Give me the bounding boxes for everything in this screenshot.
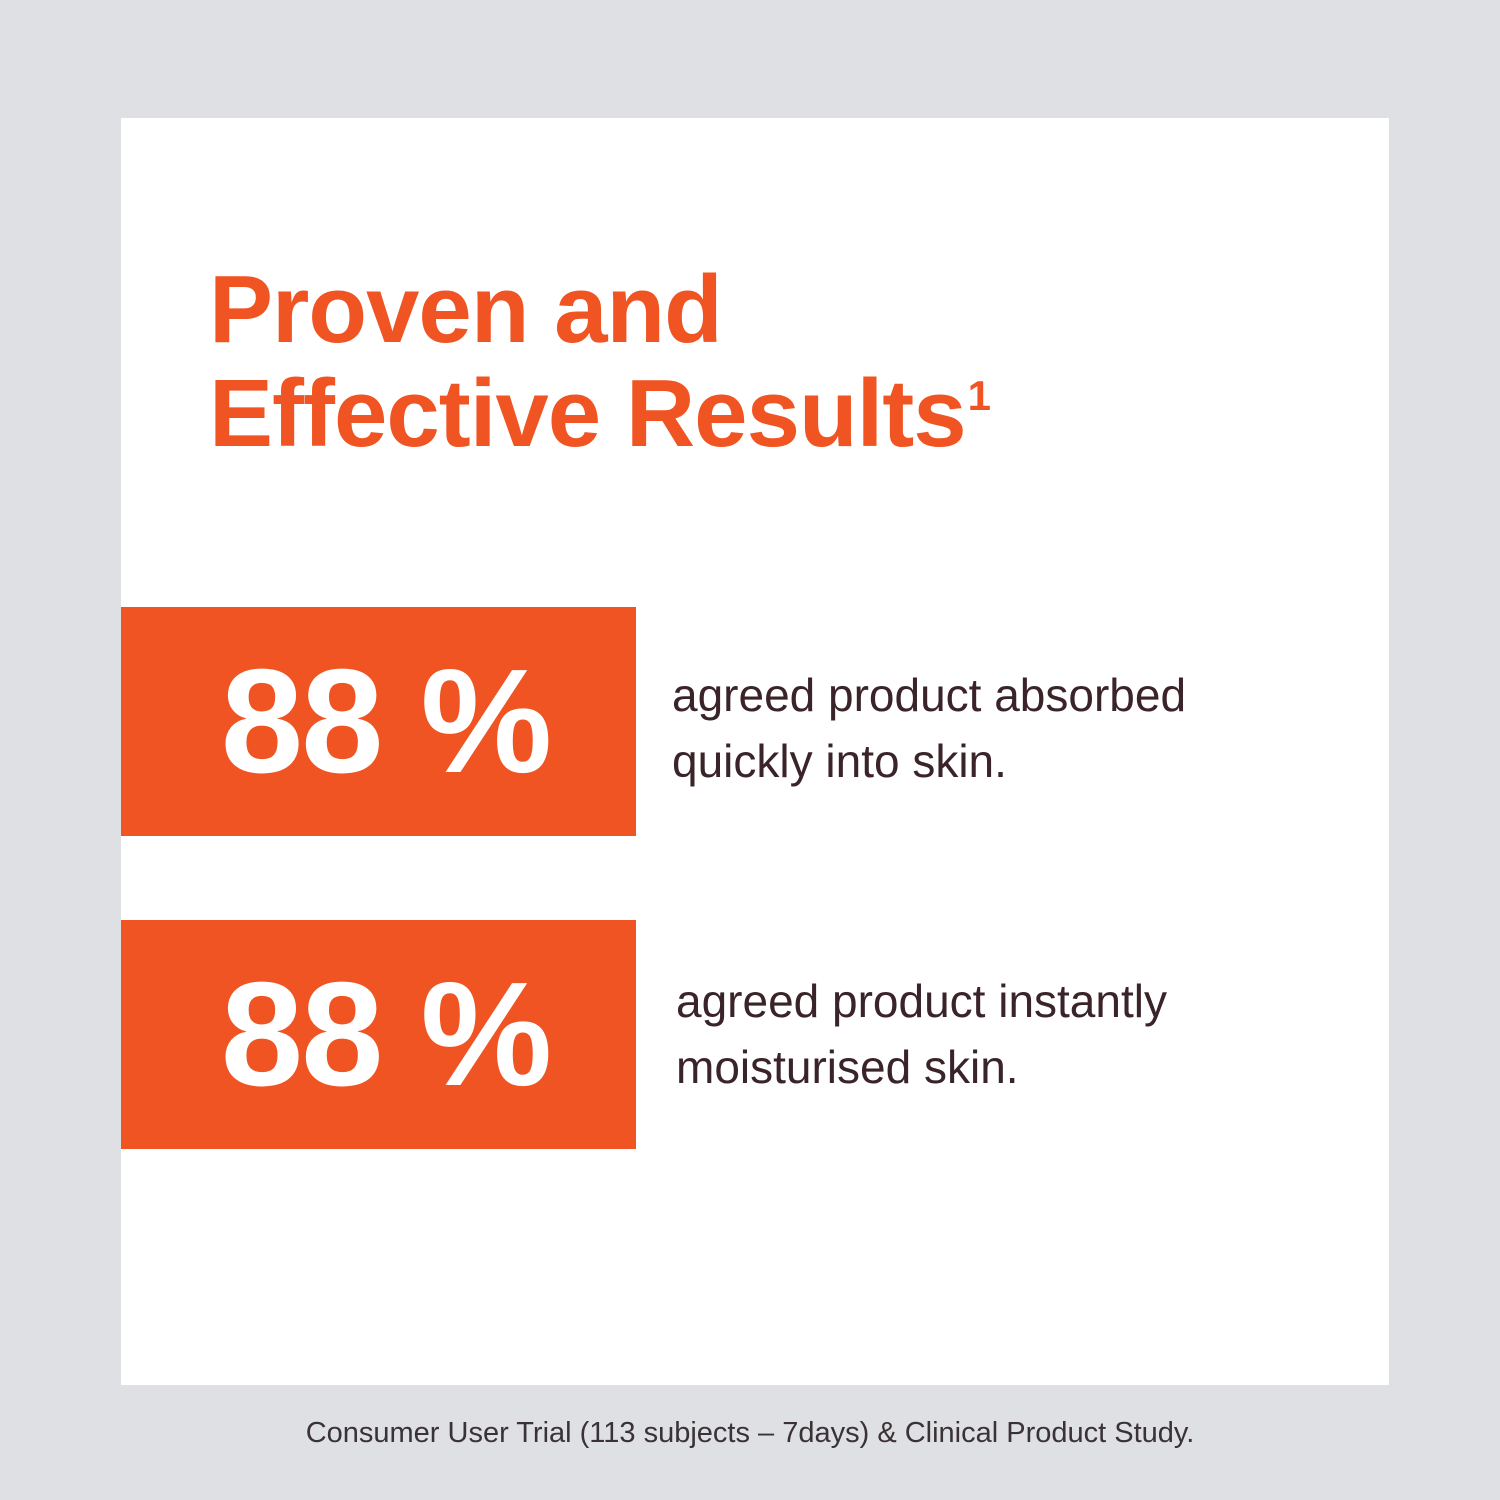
stat-value-moisturised: 88 % <box>220 951 552 1117</box>
headline: Proven and Effective Results1 <box>209 256 991 484</box>
stat-description-absorbed-line-2: quickly into skin. <box>672 735 1007 787</box>
footnote: Consumer User Trial (113 subjects – 7day… <box>305 1417 1195 1449</box>
stat-description-moisturised-line-2: moisturised skin. <box>676 1041 1019 1093</box>
headline-footnote-marker: 1 <box>967 372 991 419</box>
headline-line-1: Proven and <box>209 256 723 363</box>
stat-box-absorbed: 88 % <box>121 607 636 836</box>
stat-box-moisturised: 88 % <box>121 920 636 1149</box>
headline-line-2-text: Effective Results <box>209 360 967 467</box>
stat-description-absorbed: agreed product absorbed quickly into ski… <box>672 662 1272 794</box>
content-card: Proven and Effective Results1 88 % agree… <box>121 118 1389 1385</box>
headline-line-2: Effective Results1 <box>209 360 991 484</box>
stat-description-moisturised: agreed product instantly moisturised ski… <box>676 968 1276 1100</box>
stat-description-moisturised-line-1: agreed product instantly <box>676 975 1167 1027</box>
stat-value-absorbed: 88 % <box>220 638 552 804</box>
stat-description-absorbed-line-1: agreed product absorbed <box>672 669 1187 721</box>
